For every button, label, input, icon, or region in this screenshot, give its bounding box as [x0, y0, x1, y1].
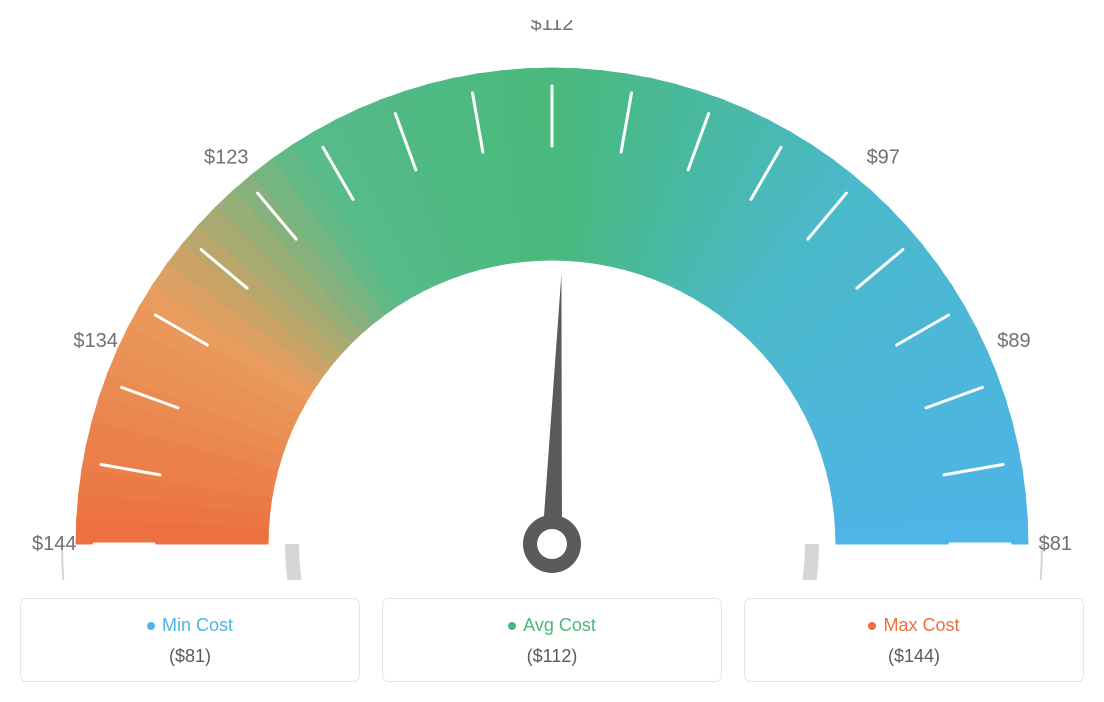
- legend-card-min: Min Cost ($81): [20, 598, 360, 682]
- legend-label-min: Min Cost: [162, 615, 233, 636]
- legend-title-avg: Avg Cost: [508, 615, 596, 636]
- legend-title-max: Max Cost: [868, 615, 959, 636]
- svg-text:$81: $81: [1039, 533, 1072, 555]
- legend-card-avg: Avg Cost ($112): [382, 598, 722, 682]
- legend-card-max: Max Cost ($144): [744, 598, 1084, 682]
- legend-value-avg: ($112): [383, 646, 721, 667]
- legend-value-min: ($81): [21, 646, 359, 667]
- legend-row: Min Cost ($81) Avg Cost ($112) Max Cost …: [20, 598, 1084, 682]
- legend-value-max: ($144): [745, 646, 1083, 667]
- svg-text:$123: $123: [204, 147, 249, 169]
- svg-text:$144: $144: [32, 533, 77, 555]
- legend-dot-min: [147, 622, 155, 630]
- legend-title-min: Min Cost: [147, 615, 233, 636]
- svg-text:$97: $97: [867, 147, 900, 169]
- legend-dot-max: [868, 622, 876, 630]
- gauge-svg: $81 $89 $97 $112 $123 $134 $144: [20, 20, 1084, 580]
- legend-dot-avg: [508, 622, 516, 630]
- legend-label-avg: Avg Cost: [523, 615, 596, 636]
- svg-text:$112: $112: [530, 20, 573, 35]
- legend-label-max: Max Cost: [883, 615, 959, 636]
- svg-text:$134: $134: [73, 330, 118, 352]
- cost-gauge-chart: $81 $89 $97 $112 $123 $134 $144 Min Cost ($81)…: [20, 20, 1084, 682]
- svg-text:$89: $89: [997, 330, 1030, 352]
